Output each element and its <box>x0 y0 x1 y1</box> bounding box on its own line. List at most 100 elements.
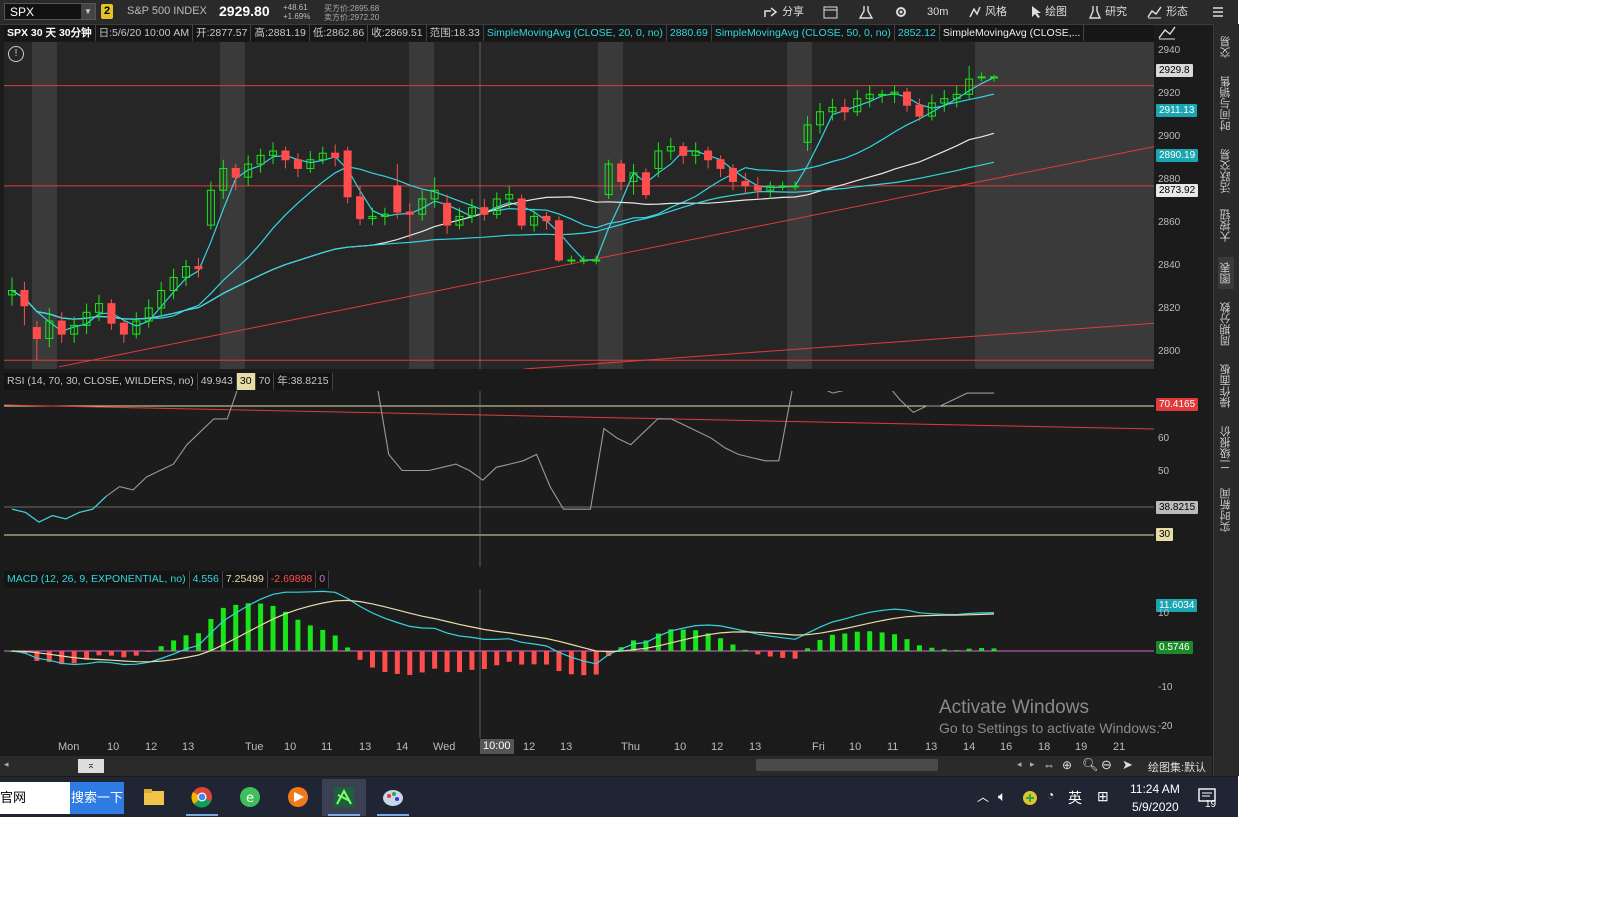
sidebar-item-dashboard[interactable]: 操作面板 <box>1220 364 1232 408</box>
sidebar-item-big-buttons[interactable]: 大按钮 <box>1220 209 1232 242</box>
macd-histogram-bar <box>444 651 450 673</box>
candle-body <box>219 167 228 191</box>
media-icon <box>288 787 308 807</box>
macd-histogram-bar <box>382 651 388 672</box>
time-axis-label: 12 <box>711 741 724 753</box>
macd-histogram-bar <box>991 648 997 651</box>
rsi-pane[interactable] <box>4 391 1154 567</box>
notification-icon[interactable] <box>1197 786 1219 811</box>
time-axis-label: 14 <box>963 741 976 753</box>
top-toolbar: SPX ▼ 2 S&P 500 INDEX 2929.80 +48.61 +1.… <box>0 0 1238 25</box>
clock-time[interactable]: 11:24 AM <box>1130 782 1180 796</box>
style-button[interactable]: 风格 <box>968 3 1007 21</box>
scroll-left-arrow[interactable]: ◂ <box>4 759 9 769</box>
network-icon[interactable]: ◔ <box>1047 788 1055 802</box>
moving-average-line <box>11 132 995 320</box>
paint-app[interactable] <box>371 779 415 816</box>
scroll-right-icon[interactable]: ▸ <box>1030 759 1035 769</box>
sidebar-item-charts[interactable]: 图表 <box>1218 257 1234 289</box>
symbol-input[interactable]: SPX ▼ <box>4 3 96 20</box>
browser-app[interactable]: e <box>228 779 272 816</box>
scroll-left-icon[interactable]: ◂ <box>1017 759 1022 769</box>
time-axis[interactable]: Mon 10 12 13 Tue 10 11 13 14 Wed 12 13 Thu 10 12 13 Fri 1… <box>0 738 1212 756</box>
sidebar-item-trade[interactable]: 交易 <box>1220 36 1232 58</box>
patterns-button[interactable]: 形态 <box>1147 3 1188 21</box>
chart-style-icon[interactable] <box>1158 26 1176 40</box>
macd-histogram-bar <box>805 648 811 651</box>
sidebar-item-live-news[interactable]: 实时新闻 <box>1220 488 1232 532</box>
sidebar-item-period-analysis[interactable]: 周期分数 <box>1220 302 1232 346</box>
sidebar-item-level2[interactable]: 二级报价 <box>1220 426 1232 470</box>
info-icon[interactable]: ! <box>8 46 24 62</box>
macd-histogram-bar <box>730 644 736 651</box>
macd-pane[interactable] <box>4 589 1154 738</box>
macd-diff: -2.69898 <box>268 571 317 588</box>
price-chart-pane[interactable]: ! <box>4 42 1154 369</box>
macd-histogram-bar <box>369 651 375 668</box>
zoom-out-icon[interactable]: ⊖ <box>1101 757 1112 772</box>
file-explorer-app[interactable] <box>132 779 176 816</box>
macd-histogram-bar <box>46 651 52 662</box>
keyboard-icon[interactable]: ⊞ <box>1097 788 1109 804</box>
sma20-label[interactable]: SimpleMovingAvg (CLOSE, 20, 0, no) <box>484 25 667 41</box>
tray-overflow-icon[interactable]: ︿ <box>977 790 990 804</box>
candle-body <box>915 104 924 117</box>
cursor-icon[interactable]: ➤ <box>1122 757 1133 772</box>
candle-body <box>492 198 501 215</box>
sma50-label[interactable]: SimpleMovingAvg (CLOSE, 50, 0, no) <box>712 25 895 41</box>
drawing-button[interactable]: 绘图 <box>1030 3 1067 21</box>
taskbar-search-button[interactable]: 搜索一下 <box>70 782 124 814</box>
macd-chart[interactable] <box>4 589 1154 738</box>
chevron-down-icon[interactable]: ▼ <box>81 4 95 19</box>
collapse-button[interactable]: ⌅ <box>78 759 104 773</box>
clock-date[interactable]: 5/9/2020 <box>1132 800 1179 814</box>
chrome-app[interactable] <box>180 779 224 816</box>
macd-histogram-bar <box>469 651 475 670</box>
calendar-button[interactable] <box>823 3 839 21</box>
macd-histogram-bar <box>568 651 574 675</box>
rsi-chart[interactable] <box>4 391 1154 567</box>
candle-body <box>629 172 638 183</box>
share-button[interactable]: 分享 <box>763 3 804 21</box>
candle-body <box>368 215 377 220</box>
tray-app-icon[interactable] <box>1022 790 1038 809</box>
candle-body <box>380 213 389 217</box>
macd-header: MACD (12, 26, 9, EXPONENTIAL, no) 4.556 7.… <box>4 571 330 588</box>
ime-indicator[interactable]: 英 <box>1068 790 1082 806</box>
menu-button[interactable] <box>1211 3 1225 21</box>
drawing-set-label[interactable]: 绘图集:默认 <box>1148 762 1207 774</box>
taskbar-search-input[interactable]: 官网 <box>0 782 70 814</box>
candle-body <box>728 167 737 183</box>
price-chart[interactable] <box>4 42 1154 369</box>
volume-icon[interactable]: 🔈︎ <box>998 788 1007 804</box>
zoom-in-icon[interactable]: 🔍︎ <box>1082 757 1099 772</box>
candle-body <box>318 152 327 161</box>
paint-icon <box>383 790 403 806</box>
candle-body <box>293 159 302 169</box>
candle-body <box>654 150 663 169</box>
sma3-label[interactable]: SimpleMovingAvg (CLOSE,... <box>940 25 1085 41</box>
sidebar-item-active-trader[interactable]: 活跃交易 <box>1220 149 1232 193</box>
rsi-extra: 年:38.8215 <box>274 373 333 390</box>
notification-count: 19 <box>1205 799 1217 810</box>
macd-histogram-bar <box>556 651 562 672</box>
sidebar-item-time-sales[interactable]: 时间与销售 <box>1220 76 1232 131</box>
link-group-badge[interactable]: 2 <box>101 4 113 19</box>
candle-body <box>753 185 762 191</box>
macd-histogram-bar <box>295 619 301 651</box>
rsi-label[interactable]: RSI (14, 70, 30, CLOSE, WILDERS, no) <box>4 373 198 390</box>
pan-icon[interactable]: ⇔ <box>1043 758 1055 772</box>
macd-histogram-bar <box>158 646 164 651</box>
crosshair-icon[interactable]: ⊕ <box>1062 758 1073 772</box>
studies-button[interactable]: 研究 <box>1088 3 1127 21</box>
timeframe-button[interactable]: 30m <box>927 6 949 18</box>
horizontal-scrollbar[interactable] <box>756 759 938 771</box>
settings-button[interactable] <box>893 3 909 21</box>
thinkorswim-app[interactable] <box>322 779 366 816</box>
media-app[interactable] <box>276 779 320 816</box>
macd-label[interactable]: MACD (12, 26, 9, EXPONENTIAL, no) <box>4 571 190 588</box>
macd-histogram-bar <box>506 651 512 662</box>
sma50-value: 2852.12 <box>895 25 940 41</box>
svg-text:e: e <box>246 791 254 806</box>
lab-button[interactable] <box>858 3 874 21</box>
